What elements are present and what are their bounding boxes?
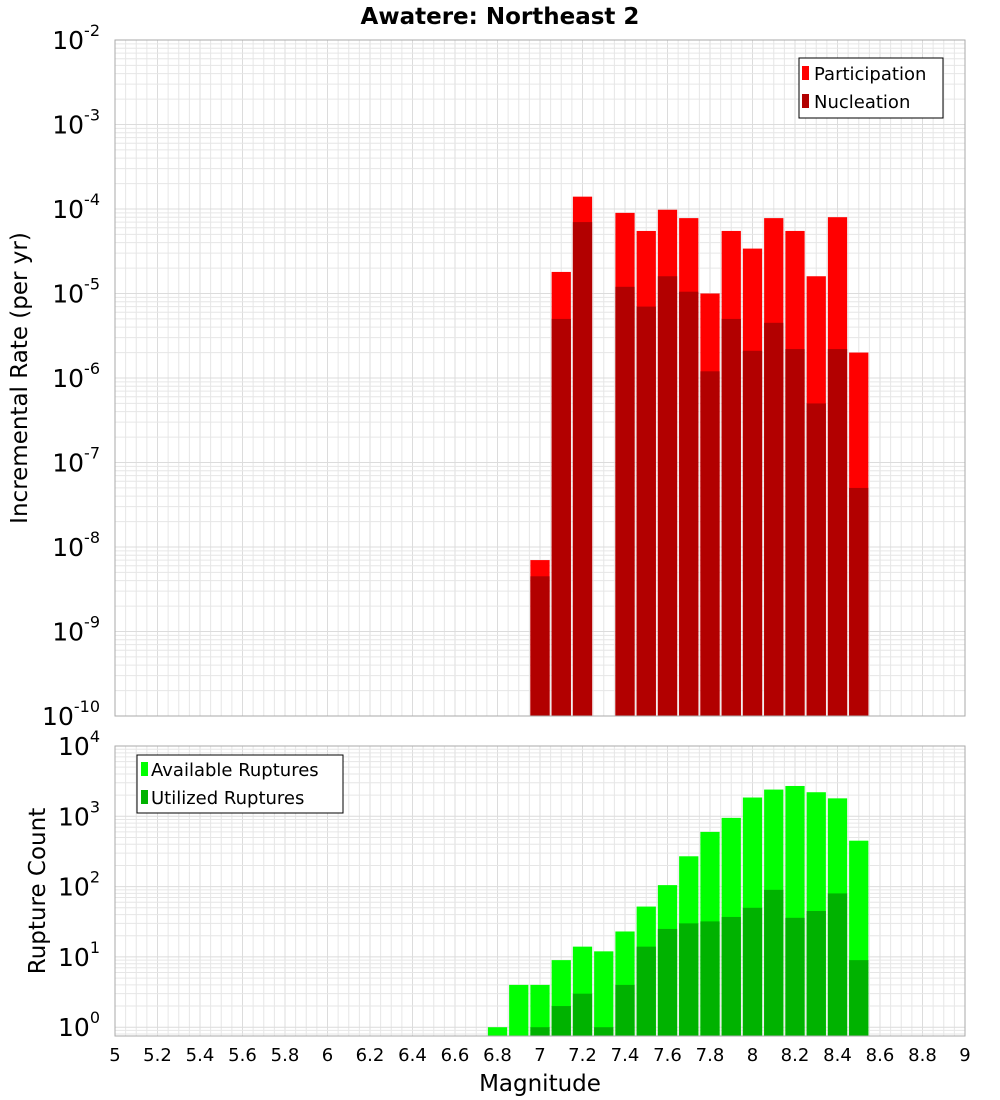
bottom-bar-utilized-ruptures (764, 889, 784, 1036)
top-y-axis-label: Incremental Rate (per yr) (7, 232, 33, 524)
x-tick-label: 8.4 (823, 1045, 852, 1066)
bottom-legend: Available Ruptures Utilized Ruptures (136, 754, 344, 814)
top-plot-frame (114, 39, 966, 717)
bottom-bar-utilized-ruptures (657, 928, 678, 1036)
bottom-y-axis-label: Rupture Count (25, 808, 51, 974)
x-axis-label: Magnitude (479, 1071, 601, 1097)
x-tick-label: 7.4 (611, 1045, 640, 1066)
top-y-tick-label: 10-5 (52, 275, 100, 309)
legend-swatch-utilized (141, 790, 148, 804)
top-y-tick-label: 10-9 (52, 613, 100, 647)
bottom-bar-utilized-ruptures (742, 907, 763, 1036)
top-y-tick-label: 10-6 (52, 359, 100, 393)
bottom-legend-box (136, 754, 344, 814)
bottom-y-tick-label: 101 (58, 938, 100, 972)
top-bar-nucleation (572, 222, 593, 716)
bottom-bar-utilized-ruptures (530, 1027, 550, 1036)
bottom-bar-utilized-ruptures (594, 1027, 614, 1036)
bottom-bar-available-ruptures (530, 984, 550, 1036)
x-tick-label: 9 (959, 1045, 970, 1066)
x-tick-label: 7 (534, 1045, 545, 1066)
top-panel: 10-10 10-9 10-8 10-7 10-6 10-5 10-4 10-3 10-2 In… (7, 21, 966, 731)
bottom-y-tick-label: 100 (58, 1008, 100, 1042)
x-tick-labels: 5 5.2 5.4 5.6 5.8 6 6.2 6.4 6.6 6.8 7 7.2 7.4 7.6 7.8 8… (109, 1045, 970, 1066)
x-tick-label: 6.6 (441, 1045, 470, 1066)
top-y-tick-label: 10-10 (42, 697, 100, 731)
top-y-tick-label: 10-2 (52, 21, 100, 55)
bottom-y-tick-label: 103 (58, 797, 100, 831)
top-bar-nucleation (551, 318, 571, 716)
x-tick-label: 5.6 (228, 1045, 257, 1066)
bottom-bar-utilized-ruptures (806, 910, 826, 1036)
legend-label-available: Available Ruptures (151, 760, 319, 781)
x-tick-label: 7.6 (653, 1045, 682, 1066)
bottom-bar-utilized-ruptures (700, 921, 720, 1036)
top-bar-nucleation (849, 487, 869, 716)
bottom-bar-utilized-ruptures (827, 893, 848, 1036)
top-bar-nucleation (721, 318, 741, 716)
legend-label-nucleation: Nucleation (814, 92, 910, 113)
top-bar-nucleation (785, 349, 805, 716)
bottom-y-tick-labels: 100 101 102 103 104 (58, 727, 100, 1042)
top-bar-nucleation (530, 576, 550, 716)
chart-title: Awatere: Northeast 2 (361, 4, 640, 30)
bottom-bar-available-ruptures (594, 951, 614, 1036)
bottom-y-tick-label: 104 (58, 727, 100, 761)
x-tick-label: 8.6 (866, 1045, 895, 1066)
top-bar-nucleation (827, 349, 848, 716)
bottom-bar-utilized-ruptures (679, 923, 699, 1036)
top-grid (114, 39, 966, 717)
bottom-panel: 100 101 102 103 104 5 5.2 5.4 5.6 5.8 6 6.2 6.4 6.6 6… (25, 727, 971, 1097)
x-tick-label: 8.2 (781, 1045, 810, 1066)
x-tick-label: 7.8 (696, 1045, 725, 1066)
x-tick-label: 5.8 (271, 1045, 300, 1066)
x-tick-label: 5.2 (143, 1045, 172, 1066)
x-tick-label: 6.4 (398, 1045, 427, 1066)
top-y-tick-label: 10-3 (52, 106, 100, 140)
top-bars (530, 196, 869, 717)
bottom-bar-utilized-ruptures (849, 960, 869, 1036)
bottom-bar-utilized-ruptures (636, 946, 656, 1036)
bottom-bar-available-ruptures (509, 984, 529, 1036)
top-bar-nucleation (806, 403, 826, 716)
top-bar-nucleation (657, 276, 678, 716)
x-tick-label: 6.8 (483, 1045, 512, 1066)
x-tick-label: 7.2 (568, 1045, 597, 1066)
legend-swatch-nucleation (802, 94, 809, 108)
legend-swatch-participation (802, 66, 809, 80)
top-bar-nucleation (764, 322, 784, 716)
top-y-tick-label: 10-7 (52, 444, 100, 478)
bottom-bar-utilized-ruptures (551, 1006, 571, 1036)
bottom-bars (487, 785, 869, 1036)
x-tick-label: 6.2 (356, 1045, 385, 1066)
top-y-tick-label: 10-8 (52, 528, 100, 562)
top-y-tick-label: 10-4 (52, 190, 100, 224)
bottom-bar-available-ruptures (487, 1027, 508, 1036)
bottom-plot-frame (114, 745, 966, 1037)
top-legend-box (798, 57, 944, 119)
bottom-bar-utilized-ruptures (572, 993, 593, 1036)
top-bar-nucleation (700, 371, 720, 716)
top-bar-nucleation (742, 350, 763, 716)
x-tick-label: 8 (747, 1045, 758, 1066)
legend-label-participation: Participation (814, 64, 926, 85)
top-legend: Participation Nucleation (798, 57, 944, 119)
x-tick-label: 5 (109, 1045, 120, 1066)
bottom-bar-utilized-ruptures (721, 916, 741, 1036)
bottom-y-tick-label: 102 (58, 868, 100, 902)
legend-label-utilized: Utilized Ruptures (151, 788, 304, 809)
top-y-tick-labels: 10-10 10-9 10-8 10-7 10-6 10-5 10-4 10-3 10-2 (42, 21, 100, 731)
bottom-bar-utilized-ruptures (615, 984, 635, 1036)
x-tick-label: 6 (322, 1045, 333, 1066)
legend-swatch-available (141, 762, 148, 776)
top-bar-nucleation (636, 306, 656, 716)
bottom-bar-utilized-ruptures (785, 917, 805, 1036)
x-tick-label: 8.8 (908, 1045, 937, 1066)
top-bar-nucleation (679, 291, 699, 716)
x-tick-label: 5.4 (186, 1045, 215, 1066)
top-bar-nucleation (615, 286, 635, 716)
